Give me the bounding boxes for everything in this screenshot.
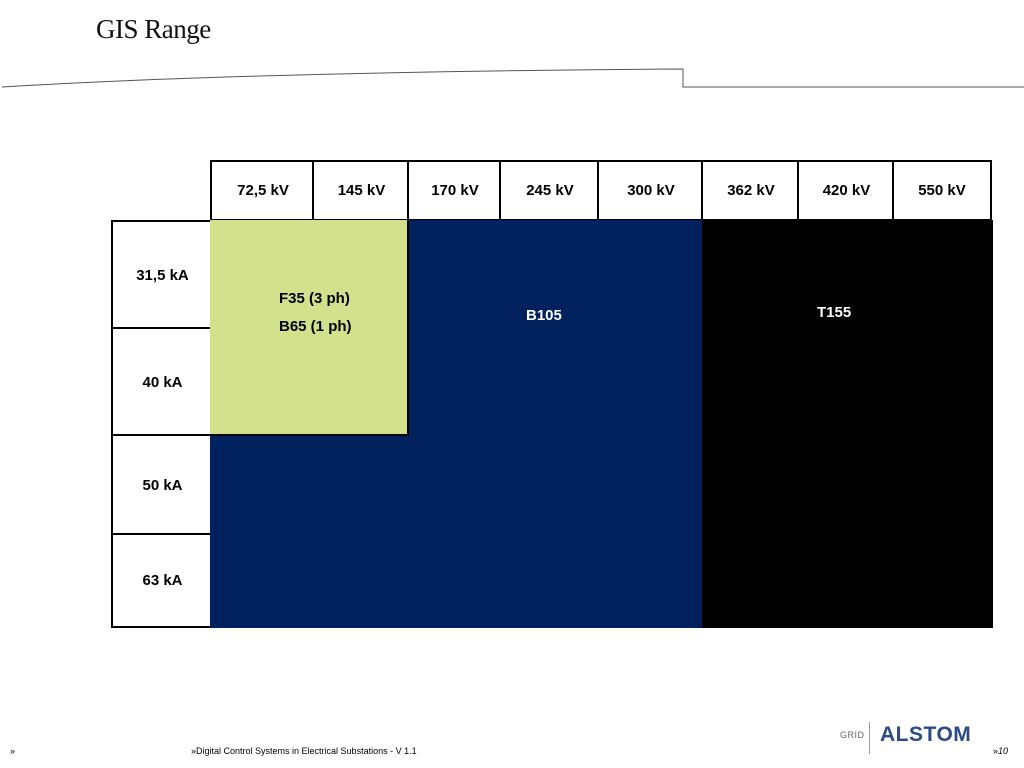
t155-label: T155: [817, 304, 852, 321]
b105-label: B105: [526, 307, 562, 324]
alstom-logo: ALSTOM: [880, 723, 972, 746]
current-row-cell: 31,5 kA: [111, 220, 212, 328]
voltage-header-cell: 72,5 kV: [210, 160, 314, 221]
voltage-header-cell: 300 kV: [597, 160, 703, 221]
slide-title: GIS Range: [96, 14, 211, 44]
voltage-header-cell: 145 kV: [312, 160, 409, 221]
b65-label: B65 (1 ph): [279, 318, 352, 335]
current-row-cell: 40 kA: [111, 327, 212, 435]
f35-label: F35 (3 ph): [279, 290, 350, 307]
page-number: 10: [998, 746, 1009, 756]
footer-marker: »: [10, 746, 16, 756]
voltage-header-cell: 245 kV: [499, 160, 599, 221]
voltage-header-cell: 420 kV: [797, 160, 894, 221]
page-marker: »: [993, 746, 999, 756]
voltage-header-cell: 362 kV: [701, 160, 799, 221]
t155-range-block: [702, 220, 993, 628]
logo-separator: [869, 722, 870, 754]
header-divider-line: [1, 68, 1024, 88]
current-row-cell: 50 kA: [111, 434, 212, 534]
grid-logo-text: GRID: [840, 730, 865, 740]
footer-page-number: »10: [993, 746, 1008, 756]
footer-document-title: »Digital Control Systems in Electrical S…: [191, 746, 417, 756]
voltage-header-cell: 550 kV: [892, 160, 992, 221]
current-row-cell: 63 kA: [111, 533, 212, 628]
f35-b65-range-block: [210, 220, 409, 436]
voltage-header-cell: 170 kV: [407, 160, 501, 221]
